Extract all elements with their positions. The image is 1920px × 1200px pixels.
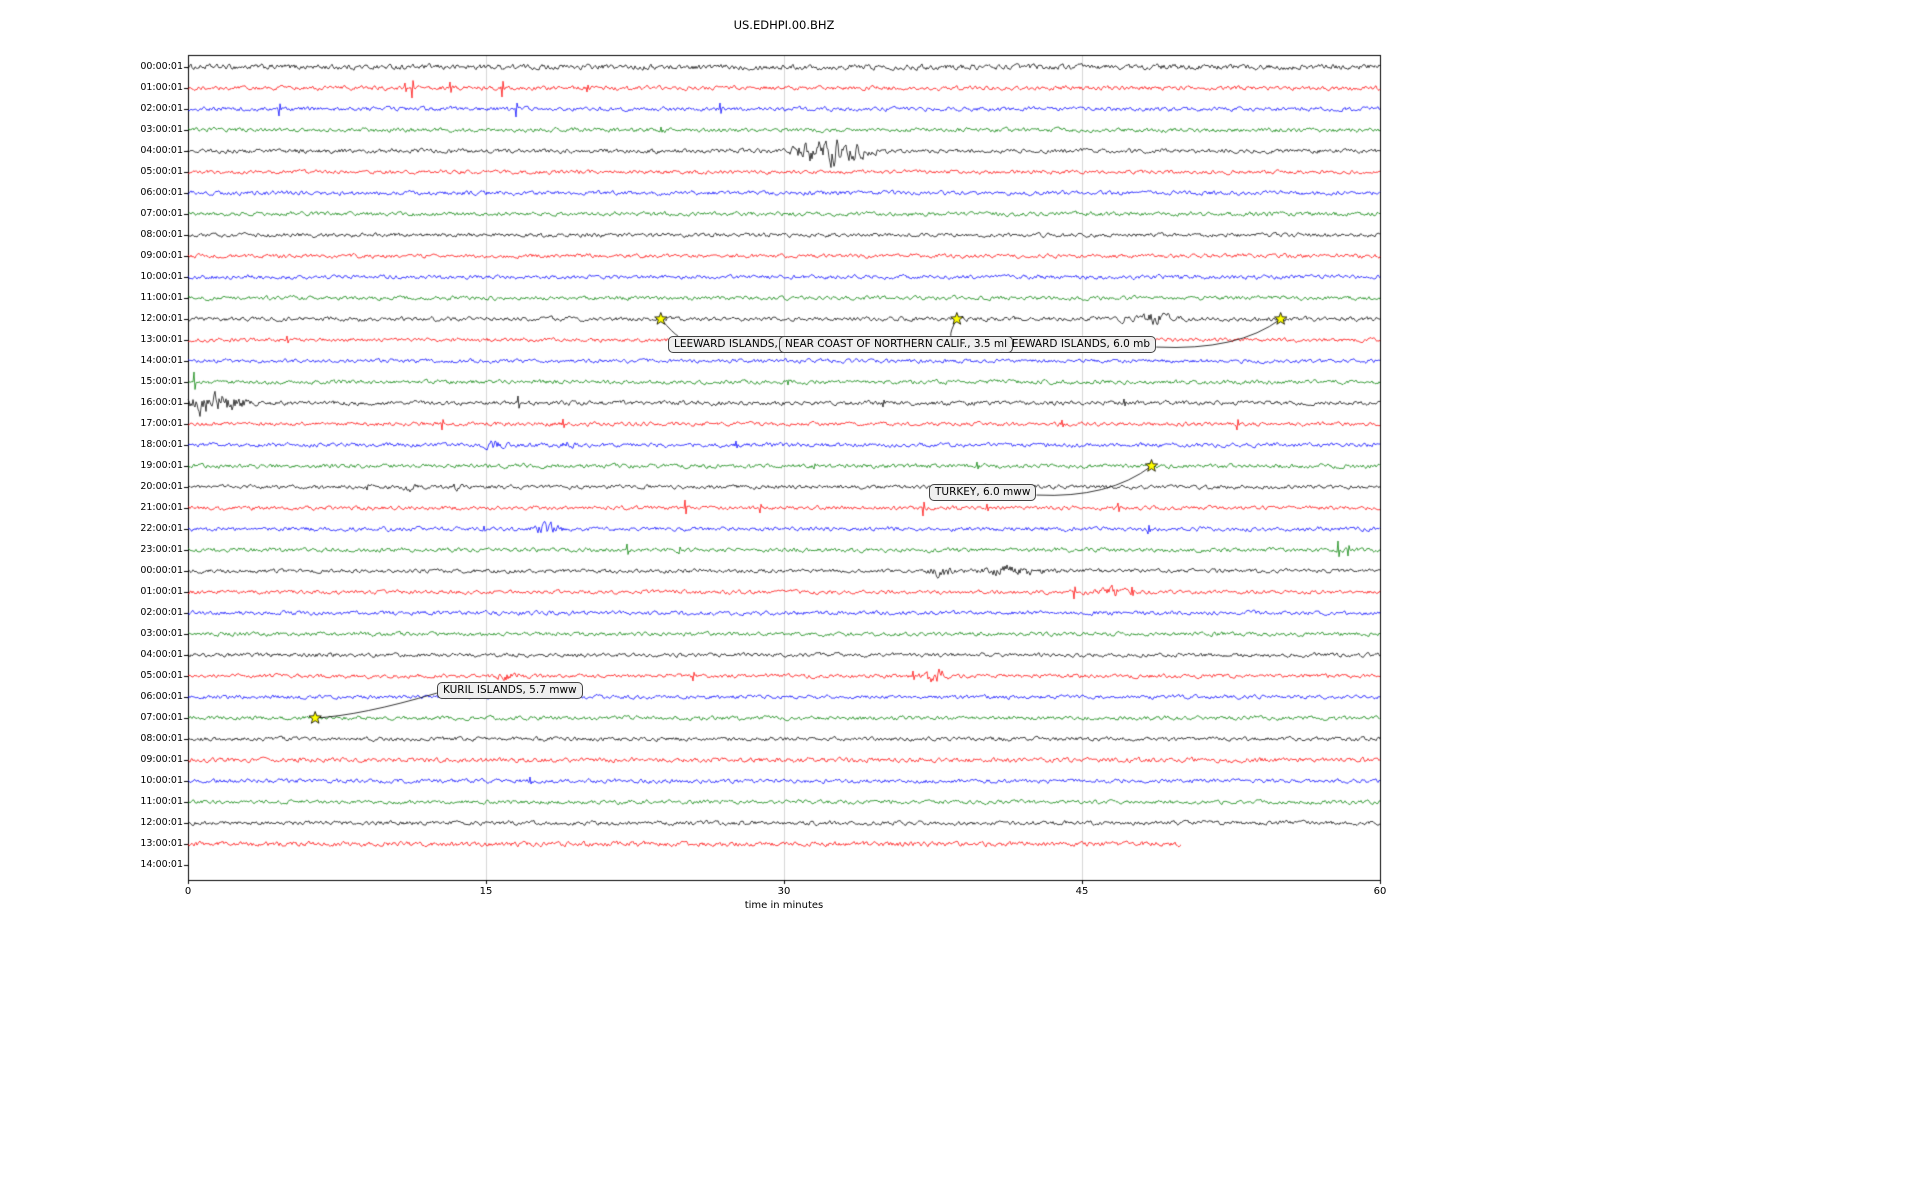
- y-tick-label: 07:00:01: [140, 208, 183, 219]
- y-tick-label: 21:00:01: [140, 502, 183, 513]
- y-tick-label: 14:00:01: [140, 859, 183, 870]
- y-tick-label: 19:00:01: [140, 460, 183, 471]
- y-tick-label: 01:00:01: [140, 82, 183, 93]
- y-tick-label: 11:00:01: [140, 292, 183, 303]
- annotation-turkey: TURKEY, 6.0 mww: [929, 484, 1037, 501]
- y-tick-label: 03:00:01: [140, 628, 183, 639]
- y-tick-label: 12:00:01: [140, 313, 183, 324]
- y-tick-label: 18:00:01: [140, 439, 183, 450]
- annotation-leeward-islands-right: LEEWARD ISLANDS, 6.0 mb: [1000, 336, 1157, 353]
- y-tick-label: 06:00:01: [140, 187, 183, 198]
- y-tick-label: 15:00:01: [140, 376, 183, 387]
- y-tick-label: 09:00:01: [140, 754, 183, 765]
- y-tick-label: 01:00:01: [140, 586, 183, 597]
- y-tick-label: 04:00:01: [140, 145, 183, 156]
- x-tick-label: 0: [184, 886, 192, 897]
- y-tick-label: 04:00:01: [140, 649, 183, 660]
- y-tick-label: 02:00:01: [140, 607, 183, 618]
- annotation-kuril-islands: KURIL ISLANDS, 5.7 mww: [437, 682, 583, 699]
- y-tick-label: 03:00:01: [140, 124, 183, 135]
- y-tick-label: 05:00:01: [140, 166, 183, 177]
- y-tick-label: 05:00:01: [140, 670, 183, 681]
- y-tick-label: 17:00:01: [140, 418, 183, 429]
- y-tick-label: 16:00:01: [140, 397, 183, 408]
- y-tick-label: 23:00:01: [140, 544, 183, 555]
- y-tick-label: 08:00:01: [140, 229, 183, 240]
- y-tick-label: 22:00:01: [140, 523, 183, 534]
- x-tick-label: 30: [777, 886, 791, 897]
- y-tick-label: 10:00:01: [140, 271, 183, 282]
- y-tick-label: 14:00:01: [140, 355, 183, 366]
- y-tick-label: 07:00:01: [140, 712, 183, 723]
- y-tick-label: 06:00:01: [140, 691, 183, 702]
- y-tick-label: 08:00:01: [140, 733, 183, 744]
- x-tick-label: 45: [1075, 886, 1089, 897]
- x-tick-label: 60: [1373, 886, 1387, 897]
- x-axis-label: time in minutes: [744, 900, 824, 911]
- y-tick-label: 11:00:01: [140, 796, 183, 807]
- y-tick-label: 00:00:01: [140, 61, 183, 72]
- y-tick-label: 02:00:01: [140, 103, 183, 114]
- chart-title: US.EDHPI.00.BHZ: [733, 18, 835, 32]
- y-tick-label: 13:00:01: [140, 838, 183, 849]
- y-tick-label: 10:00:01: [140, 775, 183, 786]
- y-tick-label: 00:00:01: [140, 565, 183, 576]
- annotation-near-coast-northern-calif: NEAR COAST OF NORTHERN CALIF., 3.5 ml: [779, 336, 1014, 353]
- y-tick-label: 13:00:01: [140, 334, 183, 345]
- y-tick-label: 12:00:01: [140, 817, 183, 828]
- y-tick-label: 09:00:01: [140, 250, 183, 261]
- y-tick-label: 20:00:01: [140, 481, 183, 492]
- x-tick-label: 15: [479, 886, 493, 897]
